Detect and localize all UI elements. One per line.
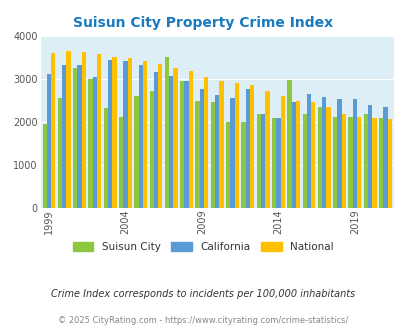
Bar [188, 71, 192, 208]
Bar [195, 101, 199, 208]
Bar [92, 77, 97, 208]
Bar [97, 54, 101, 208]
Bar [260, 114, 264, 208]
Bar [317, 107, 321, 208]
Bar [104, 108, 108, 208]
Bar [241, 122, 245, 208]
Text: Suisun City Property Crime Index: Suisun City Property Crime Index [73, 16, 332, 30]
Bar [149, 91, 153, 208]
Bar [321, 97, 326, 208]
Text: Crime Index corresponds to incidents per 100,000 inhabitants: Crime Index corresponds to incidents per… [51, 289, 354, 299]
Bar [138, 65, 143, 208]
Bar [58, 98, 62, 208]
Bar [245, 89, 249, 208]
Bar [280, 96, 284, 208]
Bar [367, 105, 371, 208]
Bar [73, 68, 77, 208]
Bar [123, 61, 127, 208]
Bar [153, 72, 158, 208]
Bar [47, 75, 51, 208]
Bar [210, 102, 215, 208]
Bar [356, 117, 360, 208]
Bar [337, 99, 341, 208]
Bar [134, 96, 138, 208]
Bar [88, 79, 92, 208]
Bar [199, 89, 204, 208]
Bar [256, 114, 260, 208]
Bar [108, 60, 112, 208]
Bar [249, 85, 254, 208]
Bar [295, 101, 299, 208]
Bar [382, 107, 387, 208]
Bar [215, 95, 219, 208]
Bar [230, 98, 234, 208]
Bar [112, 57, 116, 208]
Legend: Suisun City, California, National: Suisun City, California, National [72, 242, 333, 252]
Bar [204, 77, 208, 208]
Bar [310, 102, 315, 208]
Bar [363, 114, 367, 208]
Bar [378, 118, 382, 208]
Bar [119, 116, 123, 208]
Bar [302, 114, 306, 208]
Bar [264, 91, 269, 208]
Bar [81, 52, 86, 208]
Bar [275, 118, 280, 208]
Bar [43, 124, 47, 208]
Bar [352, 99, 356, 208]
Bar [77, 65, 81, 208]
Bar [234, 83, 238, 208]
Bar [180, 81, 184, 208]
Bar [332, 116, 337, 208]
Bar [66, 51, 70, 208]
Bar [62, 65, 66, 208]
Bar [226, 122, 230, 208]
Bar [347, 117, 352, 208]
Text: © 2025 CityRating.com - https://www.cityrating.com/crime-statistics/: © 2025 CityRating.com - https://www.city… [58, 315, 347, 325]
Bar [173, 68, 177, 208]
Bar [271, 118, 275, 208]
Bar [164, 57, 169, 208]
Bar [169, 76, 173, 208]
Bar [143, 61, 147, 208]
Bar [51, 53, 55, 208]
Bar [326, 107, 330, 208]
Bar [306, 94, 310, 208]
Bar [341, 114, 345, 208]
Bar [184, 81, 188, 208]
Bar [158, 64, 162, 208]
Bar [286, 80, 291, 208]
Bar [291, 102, 295, 208]
Bar [127, 58, 132, 208]
Bar [219, 82, 223, 208]
Bar [387, 119, 391, 208]
Bar [371, 118, 375, 208]
